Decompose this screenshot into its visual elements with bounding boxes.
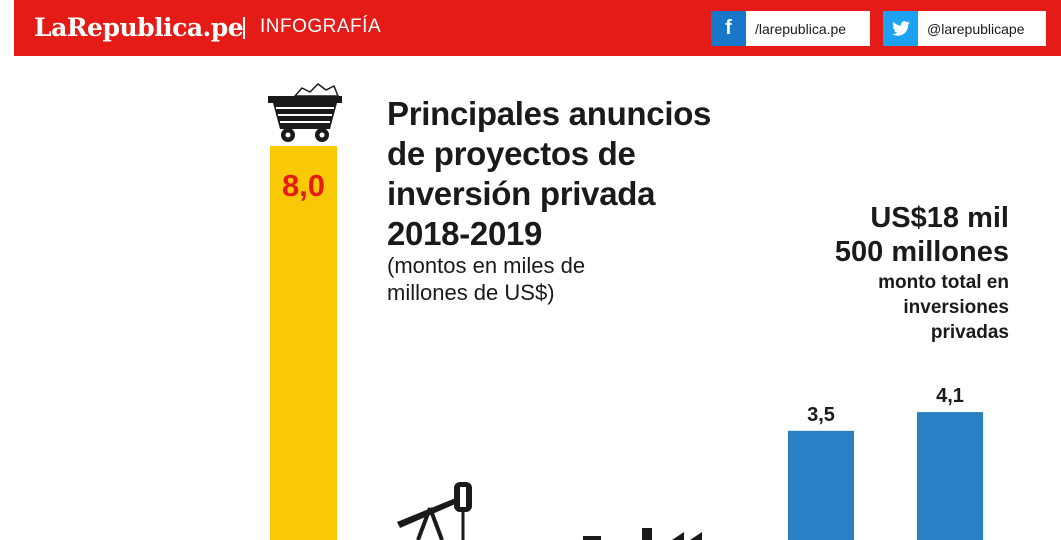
total-amount-line: US$18 mil — [870, 202, 1009, 234]
mine-cart-icon — [268, 83, 342, 142]
facebook-handle: /larepublica.pe — [755, 20, 847, 37]
title-line: inversión privada — [387, 175, 656, 212]
value-labels-layer: 8,0 3,5 4,1 — [282, 168, 964, 426]
bar-2 — [788, 430, 854, 540]
facebook-icon: f — [711, 11, 746, 46]
industry-icon — [583, 528, 702, 540]
chart-title: Principales anuncios de proyectos de inv… — [387, 94, 747, 254]
title-line: de proyectos de — [387, 135, 636, 172]
oil-pumpjack-icon — [397, 482, 472, 540]
brand-logo[interactable]: LaRepublica.pe — [34, 13, 244, 42]
twitter-link[interactable]: @larepublicape — [883, 11, 1046, 46]
bar-value-label: 3,5 — [807, 404, 835, 426]
header-bar: LaRepublica.pe INFOGRAFÍA f /larepublica… — [14, 0, 1061, 56]
total-amount: US$18 mil 500 millones — [835, 201, 1009, 269]
twitter-handle: @larepublicape — [927, 20, 1025, 37]
total-caption-line: monto total en — [878, 272, 1009, 293]
bar-value-label: 8,0 — [282, 168, 325, 203]
chart-subtitle: (montos en miles de millones de US$) — [387, 252, 687, 306]
bars-layer — [270, 146, 983, 540]
bar-3 — [917, 412, 983, 540]
title-line: 2018-2019 — [387, 215, 543, 252]
subtitle-line: (montos en miles de — [387, 253, 586, 278]
twitter-icon — [883, 11, 918, 46]
title-line: Principales anuncios — [387, 95, 712, 132]
bar-value-label: 4,1 — [936, 385, 964, 407]
twitter-bird-icon — [891, 21, 910, 36]
facebook-link[interactable]: f /larepublica.pe — [711, 11, 870, 46]
total-caption-line: inversiones — [903, 297, 1009, 318]
total-caption-line: privadas — [930, 322, 1009, 343]
total-amount-line: 500 millones — [834, 236, 1009, 268]
header-divider — [243, 17, 245, 39]
subtitle-line: millones de US$) — [387, 280, 555, 305]
bar-1 — [270, 146, 337, 540]
section-label: INFOGRAFÍA — [260, 16, 382, 37]
total-caption: monto total en inversiones privadas — [878, 270, 1009, 345]
